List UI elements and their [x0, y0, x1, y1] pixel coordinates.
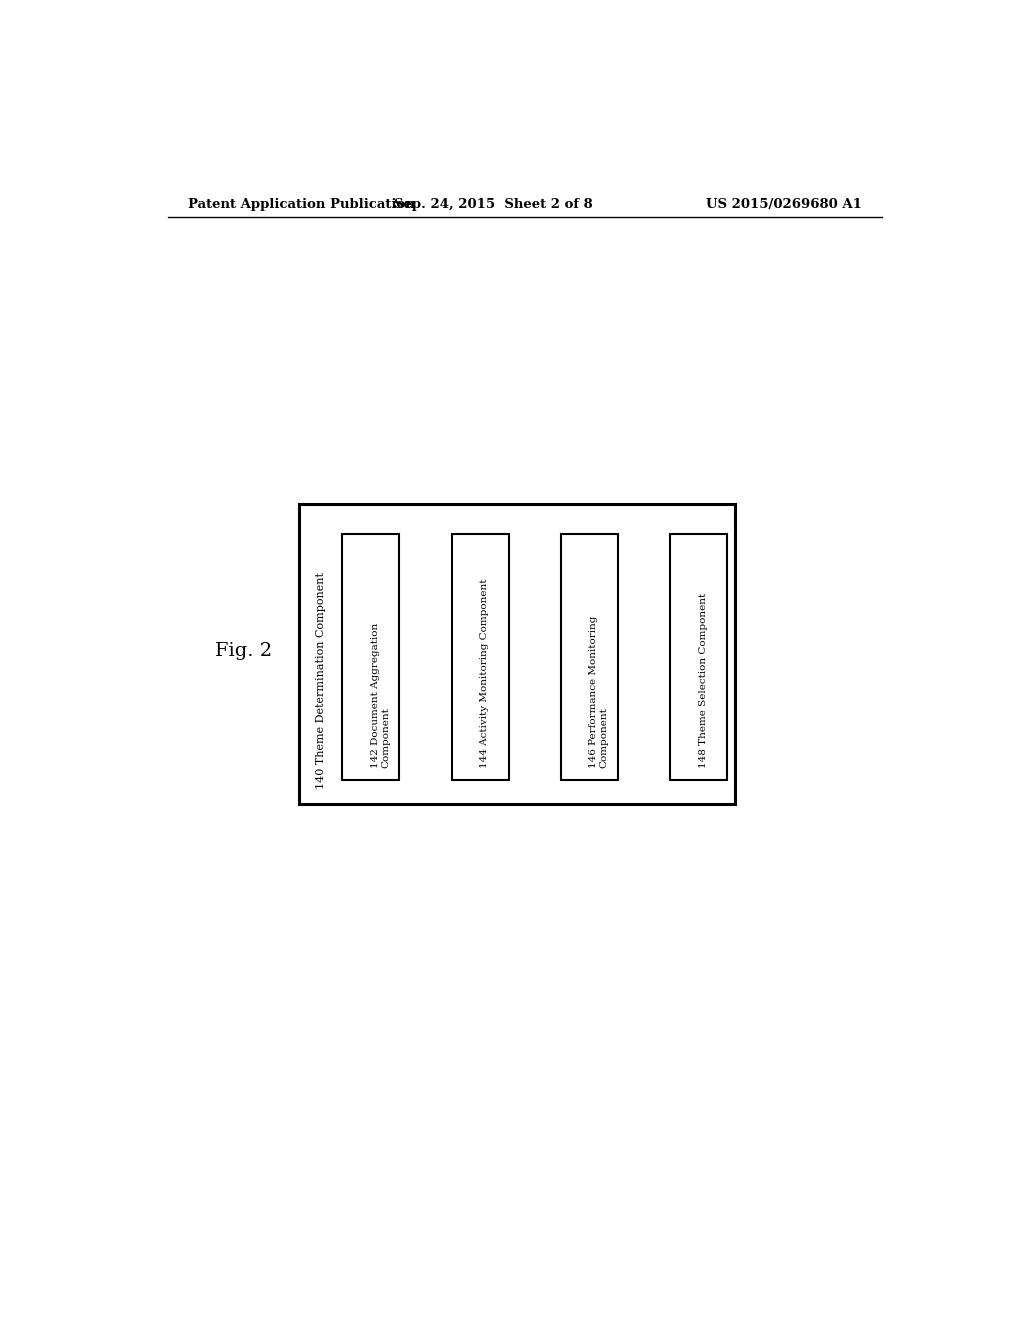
Text: 148 Theme Selection Component: 148 Theme Selection Component	[698, 593, 708, 768]
Bar	[452, 535, 509, 780]
Bar	[299, 504, 735, 804]
Text: Sep. 24, 2015  Sheet 2 of 8: Sep. 24, 2015 Sheet 2 of 8	[393, 198, 593, 211]
Text: 142 Document Aggregation
Component: 142 Document Aggregation Component	[371, 623, 390, 768]
Bar	[561, 535, 617, 780]
Text: US 2015/0269680 A1: US 2015/0269680 A1	[707, 198, 862, 211]
Text: Patent Application Publication: Patent Application Publication	[187, 198, 415, 211]
Text: 144 Activity Monitoring Component: 144 Activity Monitoring Component	[480, 578, 489, 768]
Bar	[670, 535, 727, 780]
Text: 146 Performance Monitoring
Component: 146 Performance Monitoring Component	[590, 615, 608, 768]
Bar	[342, 535, 399, 780]
Text: Fig. 2: Fig. 2	[214, 643, 271, 660]
Text: 140 Theme Determination Component: 140 Theme Determination Component	[316, 572, 326, 788]
